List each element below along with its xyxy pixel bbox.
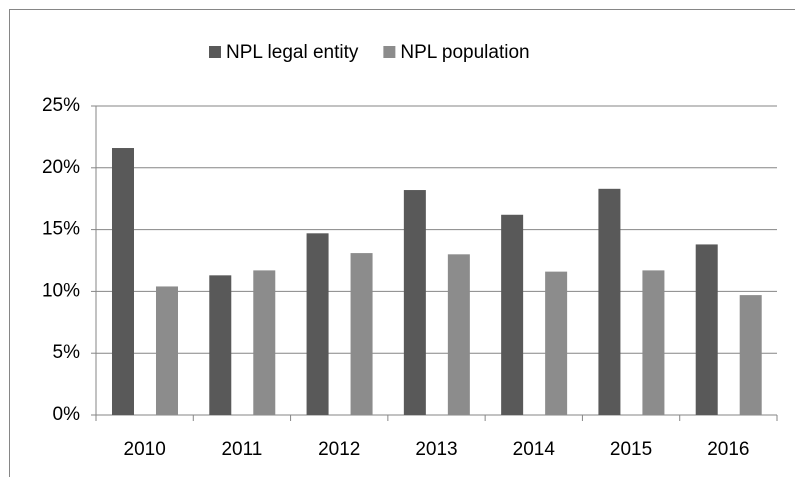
- bar: [447, 254, 470, 415]
- x-tick-label: 2013: [415, 439, 457, 460]
- bar: [695, 244, 718, 415]
- bar: [403, 190, 426, 415]
- legend-swatch: [209, 46, 221, 58]
- y-tick-label: 10%: [42, 280, 80, 301]
- x-tick-label: 2010: [124, 439, 166, 460]
- y-tick-label: 20%: [42, 157, 80, 178]
- x-tick-label: 2014: [513, 439, 556, 460]
- y-tick-label: 15%: [42, 219, 80, 240]
- bar: [209, 275, 232, 415]
- x-tick-label: 2015: [610, 439, 652, 460]
- legend-label: NPL legal entity: [226, 42, 359, 63]
- bar: [350, 253, 373, 415]
- bar: [253, 270, 276, 415]
- x-tick-label: 2011: [221, 439, 262, 460]
- bar: [598, 188, 621, 415]
- bar: [545, 271, 568, 415]
- legend-label: NPL population: [400, 42, 529, 63]
- bar: [739, 295, 762, 415]
- bar: [111, 148, 134, 416]
- y-tick-label: 5%: [53, 342, 81, 363]
- bar: [642, 270, 665, 415]
- y-tick-label: 25%: [42, 95, 80, 116]
- y-tick-label: 0%: [53, 404, 81, 425]
- x-tick-label: 2016: [707, 439, 749, 460]
- bar: [155, 286, 178, 415]
- x-tick-label: 2012: [318, 439, 360, 460]
- legend-swatch: [383, 46, 396, 58]
- bar: [306, 233, 329, 415]
- bar: [501, 214, 524, 415]
